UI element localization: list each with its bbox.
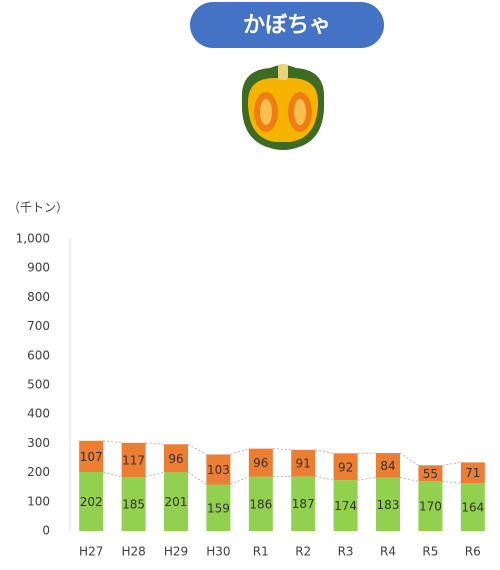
bar-segment [333, 453, 358, 481]
x-tick-label: H29 [164, 545, 188, 559]
bar-segment [164, 444, 188, 473]
data-label: 103 [207, 463, 230, 477]
connector-line [357, 477, 377, 481]
y-tick-label: 600 [27, 348, 50, 362]
connector-line [315, 476, 334, 481]
data-label: 55 [423, 467, 438, 481]
data-label: 117 [122, 453, 145, 467]
data-label: 183 [377, 498, 400, 512]
data-label: 201 [165, 495, 188, 509]
x-tick-label: H27 [79, 545, 103, 559]
data-label: 164 [461, 501, 484, 515]
data-label: 202 [80, 495, 103, 509]
x-tick-label: R3 [338, 545, 354, 559]
connector-line [442, 461, 461, 466]
y-tick-label: 900 [27, 261, 50, 275]
connector-line [272, 448, 292, 451]
bar-segment [206, 454, 231, 485]
data-label: 84 [380, 459, 395, 473]
bar-segment [121, 476, 146, 531]
bar-segment [460, 462, 485, 484]
unit-label: （千トン） [8, 201, 68, 215]
x-tick-label: H30 [206, 545, 230, 559]
bar-segment [79, 472, 104, 531]
connector-line [230, 476, 249, 485]
data-label: 159 [207, 501, 230, 515]
connector-line [145, 442, 165, 445]
connector-line [103, 471, 122, 478]
connector-line [399, 452, 419, 466]
x-tick-label: R1 [253, 545, 269, 559]
data-label: 107 [80, 450, 103, 464]
bar-segment [248, 476, 273, 531]
bar-segment [333, 480, 358, 531]
bar-segment [291, 449, 316, 477]
bar-segment [376, 477, 400, 531]
connector-line [399, 477, 419, 482]
y-tick-label: 1,000 [16, 232, 50, 246]
connector-line [315, 449, 334, 454]
data-label: 96 [253, 456, 268, 470]
y-tick-label: 800 [27, 290, 50, 304]
y-tick-label: 0 [42, 524, 50, 538]
bar-segment [291, 476, 316, 531]
y-tick-label: 400 [27, 407, 50, 421]
data-label: 92 [338, 460, 353, 474]
y-tick-label: 500 [27, 378, 50, 392]
bar-segment [418, 465, 443, 482]
bar-segment [164, 472, 188, 531]
title-pill [190, 2, 384, 48]
connector-line [103, 440, 122, 444]
x-tick-label: H28 [121, 545, 145, 559]
data-label: 186 [249, 497, 272, 511]
data-label: 170 [419, 500, 442, 514]
y-tick-label: 700 [27, 319, 50, 333]
x-tick-label: R5 [422, 545, 438, 559]
pumpkin-icon [241, 64, 325, 150]
x-tick-label: R6 [465, 545, 481, 559]
y-tick-label: 300 [27, 436, 50, 450]
chart-title: かぼちゃ [243, 13, 331, 38]
data-label: 174 [334, 499, 357, 513]
x-tick-label: R2 [295, 545, 311, 559]
bar-segment [460, 483, 485, 531]
data-label: 71 [465, 466, 480, 480]
y-tick-label: 100 [27, 494, 50, 508]
data-label: 96 [168, 452, 183, 466]
data-label: 91 [296, 457, 311, 471]
x-tick-label: R4 [380, 545, 396, 559]
connector-line [187, 443, 207, 455]
connector-line [187, 471, 207, 485]
connector-line [145, 471, 165, 478]
bar-segment [248, 448, 273, 477]
connector-line [230, 448, 249, 455]
data-label: 185 [122, 497, 145, 511]
bar-segment [418, 481, 443, 531]
connector-line [442, 480, 461, 484]
bar-segment [79, 440, 104, 473]
bar-segment [121, 442, 146, 477]
bar-segment [376, 453, 400, 478]
bar-segment [206, 484, 231, 531]
data-label: 187 [292, 497, 315, 511]
y-tick-label: 200 [27, 465, 50, 479]
